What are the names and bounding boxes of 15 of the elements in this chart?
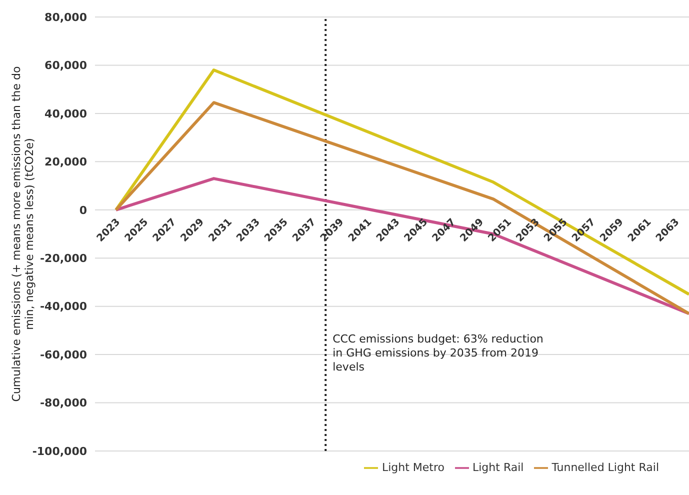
y-tick-label: -100,000	[32, 444, 88, 458]
y-tick-label: -40,000	[40, 300, 88, 314]
y-tick-label: 80,000	[44, 10, 88, 24]
y-axis-title: Cumulative emissions (+ means more emissions than the do min, negative means less) (tCO2e)	[10, 66, 36, 402]
legend-label: Tunnelled Light Rail	[552, 461, 659, 474]
annotation: CCC emissions budget: 63% reduction in GHG emissions by 2035 from 2019 levels	[332, 332, 544, 374]
y-tick-label: 60,000	[44, 59, 88, 72]
y-tick-label: -60,000	[40, 348, 88, 362]
legend-label: Light Rail	[472, 461, 524, 474]
y-tick-label: 40,000	[44, 107, 88, 120]
y-tick-label: -20,000	[40, 252, 88, 266]
y-tick-label: -80,000	[40, 396, 88, 410]
y-tick-label: 0	[79, 204, 88, 217]
legend-label: Light Metro	[382, 461, 444, 474]
y-tick-label: 20,000	[44, 156, 88, 169]
